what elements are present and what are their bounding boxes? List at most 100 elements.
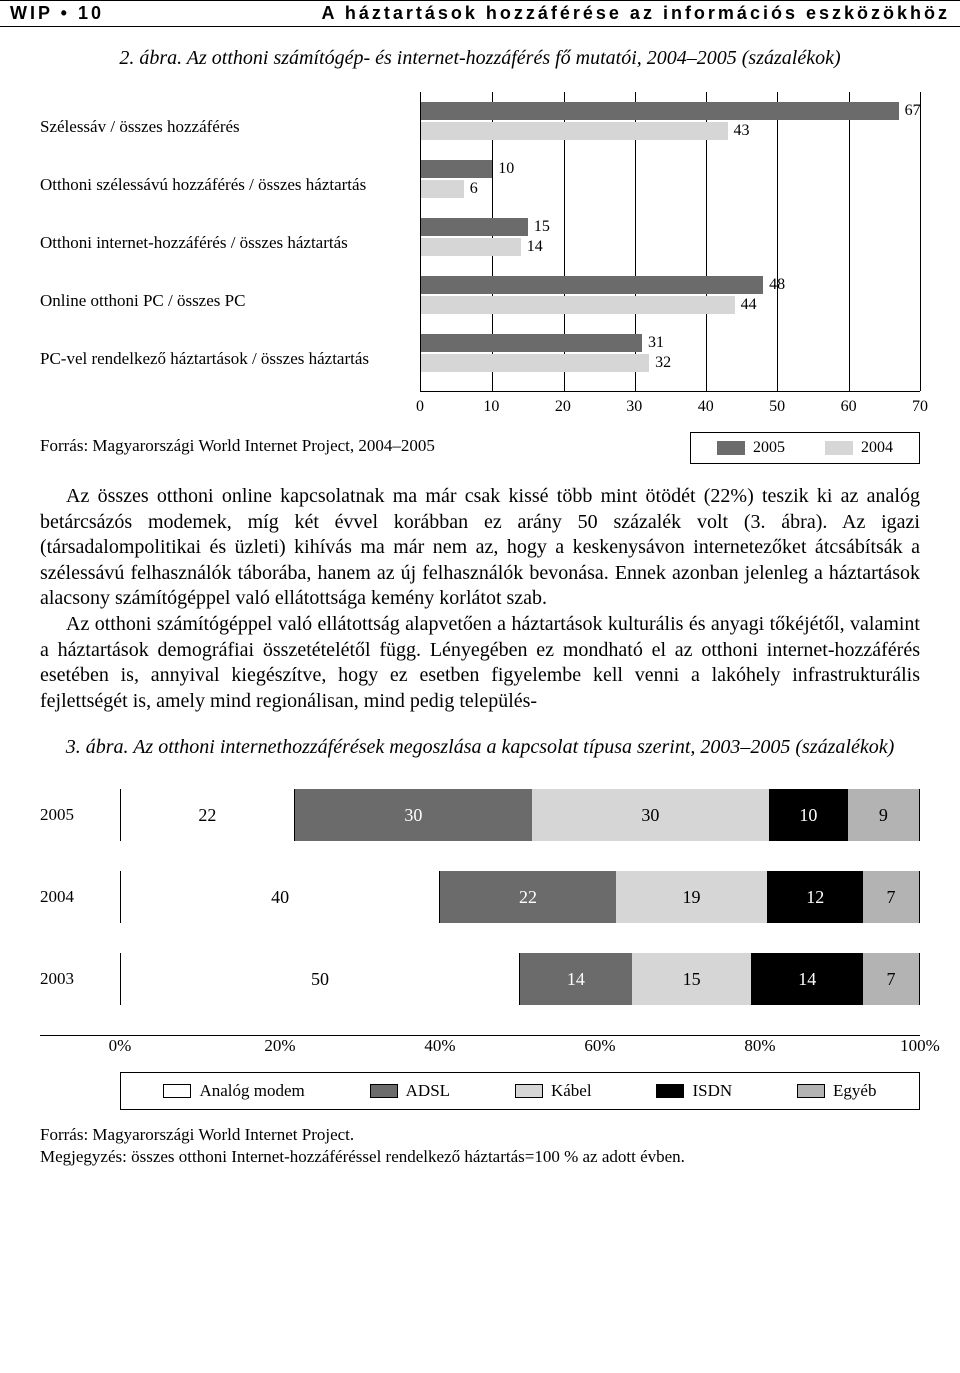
header-left: WIP • 10 [10,3,104,24]
legend-item-2005: 2005 [717,439,785,457]
figure3-segment: 14 [751,953,863,1005]
figure2-bar: 31 [421,334,642,352]
figure3-segment: 9 [848,789,919,841]
figure3-chart: 200522303010920044022191272003501415147 … [40,781,920,1110]
figure2-bar-value: 44 [735,296,757,314]
note-line2: Megjegyzés: összes otthoni Internet-hozz… [40,1146,920,1167]
figure3-row: 2005223030109 [40,789,920,841]
figure3-legend-item: Kábel [515,1081,592,1101]
figure2-bar-value: 32 [649,354,671,372]
figure2-bar: 44 [421,296,735,314]
figure2-source: Forrás: Magyarországi World Internet Pro… [40,436,690,464]
figure3-ylabel: 2003 [40,969,120,989]
figure3-segment: 19 [616,871,768,923]
figure3-legend-item: ISDN [656,1081,732,1101]
figure3-legend-label: Analóg modem [199,1081,304,1101]
figure3-row: 2003501415147 [40,953,920,1005]
legend-swatch-2005 [717,441,745,455]
body-text: Az összes otthoni online kapcsolatnak ma… [40,484,920,714]
figure3-caption: 3. ábra. Az otthoni internethozzáférések… [40,734,920,761]
figure2-chart: Szélessáv / összes hozzáférés Otthoni sz… [40,92,920,464]
figure3-legend-item: Analóg modem [163,1081,304,1101]
figure3-bar: 402219127 [120,871,920,923]
figure2-xaxis: 010203040506070 [420,398,920,418]
legend-label-2004: 2004 [861,439,893,457]
figure2-bar-value: 31 [642,334,664,352]
figure2-xtick: 0 [416,398,424,416]
figure3-xtick: 100% [900,1036,940,1056]
figure2-xtick: 70 [912,398,928,416]
figure3-segment: 10 [769,789,848,841]
figure2-ylabel-4: PC-vel rendelkező háztartások / összes h… [40,330,406,388]
figure3-segment: 40 [121,871,440,923]
figure3-note: Forrás: Magyarországi World Internet Pro… [40,1124,920,1167]
page-header: WIP • 10 A háztartások hozzáférése az in… [0,0,960,27]
figure3-legend-label: Egyéb [833,1081,876,1101]
figure2-ylabel-1: Otthoni szélessávú hozzáférés / összes h… [40,156,406,214]
note-line1: Forrás: Magyarországi World Internet Pro… [40,1124,920,1145]
figure2-plot: 67 43 10 6 15 14 48 44 31 32 [420,92,920,392]
figure3-segment: 7 [863,953,919,1005]
figure3-ylabel: 2005 [40,805,120,825]
figure2-xtick: 10 [483,398,499,416]
figure3-xtick: 20% [264,1036,295,1056]
figure2-gridline [920,92,921,391]
figure3-segment: 30 [532,789,769,841]
figure2-caption: 2. ábra. Az otthoni számítógép- és inter… [40,45,920,72]
figure3-segment: 22 [121,789,295,841]
figure3-xtick: 40% [424,1036,455,1056]
figure3-legend-label: Kábel [551,1081,592,1101]
figure3-segment: 50 [121,953,520,1005]
legend-label-2005: 2005 [753,439,785,457]
header-right: A háztartások hozzáférése az információs… [322,3,950,24]
figure3-xtick: 0% [109,1036,132,1056]
figure2-xtick: 60 [841,398,857,416]
body-p2: Az otthoni számítógéppel való ellátottsá… [40,612,920,714]
figure2-bar-value: 15 [528,218,550,236]
figure2-ylabel-3: Online otthoni PC / összes PC [40,272,406,330]
figure2-gridline [777,92,778,391]
figure2-ylabel-2: Otthoni internet-hozzáférés / összes ház… [40,214,406,272]
figure3-xtick: 80% [744,1036,775,1056]
figure2-bar-value: 48 [763,276,785,294]
figure2-bar-value: 43 [728,122,750,140]
figure3-bar: 501415147 [120,953,920,1005]
figure2-xtick: 40 [698,398,714,416]
figure3-legend-swatch [370,1084,398,1098]
figure2-bar: 67 [421,102,899,120]
figure3-legend-swatch [656,1084,684,1098]
figure2-ylabel-0: Szélessáv / összes hozzáférés [40,98,406,156]
figure2-xtick: 30 [626,398,642,416]
figure2-bar: 32 [421,354,649,372]
legend-item-2004: 2004 [825,439,893,457]
figure2-bar-value: 10 [492,160,514,178]
figure3-xaxis: 0%20%40%60%80%100% [120,1036,920,1058]
figure2-ylabels: Szélessáv / összes hozzáférés Otthoni sz… [40,92,420,394]
legend-swatch-2004 [825,441,853,455]
figure2-xtick: 50 [769,398,785,416]
figure3-legend-item: ADSL [370,1081,450,1101]
figure3-legend-item: Egyéb [797,1081,876,1101]
figure2-bar-value: 6 [464,180,478,198]
figure2-legend: 2005 2004 [690,432,920,464]
figure3-legend-label: ISDN [692,1081,732,1101]
figure3-legend-label: ADSL [406,1081,450,1101]
figure3-plot: 200522303010920044022191272003501415147 [40,781,920,1036]
figure3-row: 2004402219127 [40,871,920,923]
figure3-segment: 14 [520,953,632,1005]
figure3-segment: 7 [863,871,919,923]
figure3-legend: Analóg modem ADSL Kábel ISDN Egyéb [120,1072,920,1110]
figure3-segment: 22 [440,871,616,923]
figure3-legend-swatch [515,1084,543,1098]
figure2-bar: 14 [421,238,521,256]
body-p1: Az összes otthoni online kapcsolatnak ma… [40,484,920,612]
figure3-ylabel: 2004 [40,887,120,907]
figure2-bar: 6 [421,180,464,198]
figure2-bar: 48 [421,276,763,294]
figure2-bar: 43 [421,122,728,140]
figure2-bar: 10 [421,160,492,178]
figure3-segment: 15 [632,953,752,1005]
figure3-segment: 30 [295,789,532,841]
figure3-segment: 12 [767,871,863,923]
figure3-bar: 223030109 [120,789,920,841]
